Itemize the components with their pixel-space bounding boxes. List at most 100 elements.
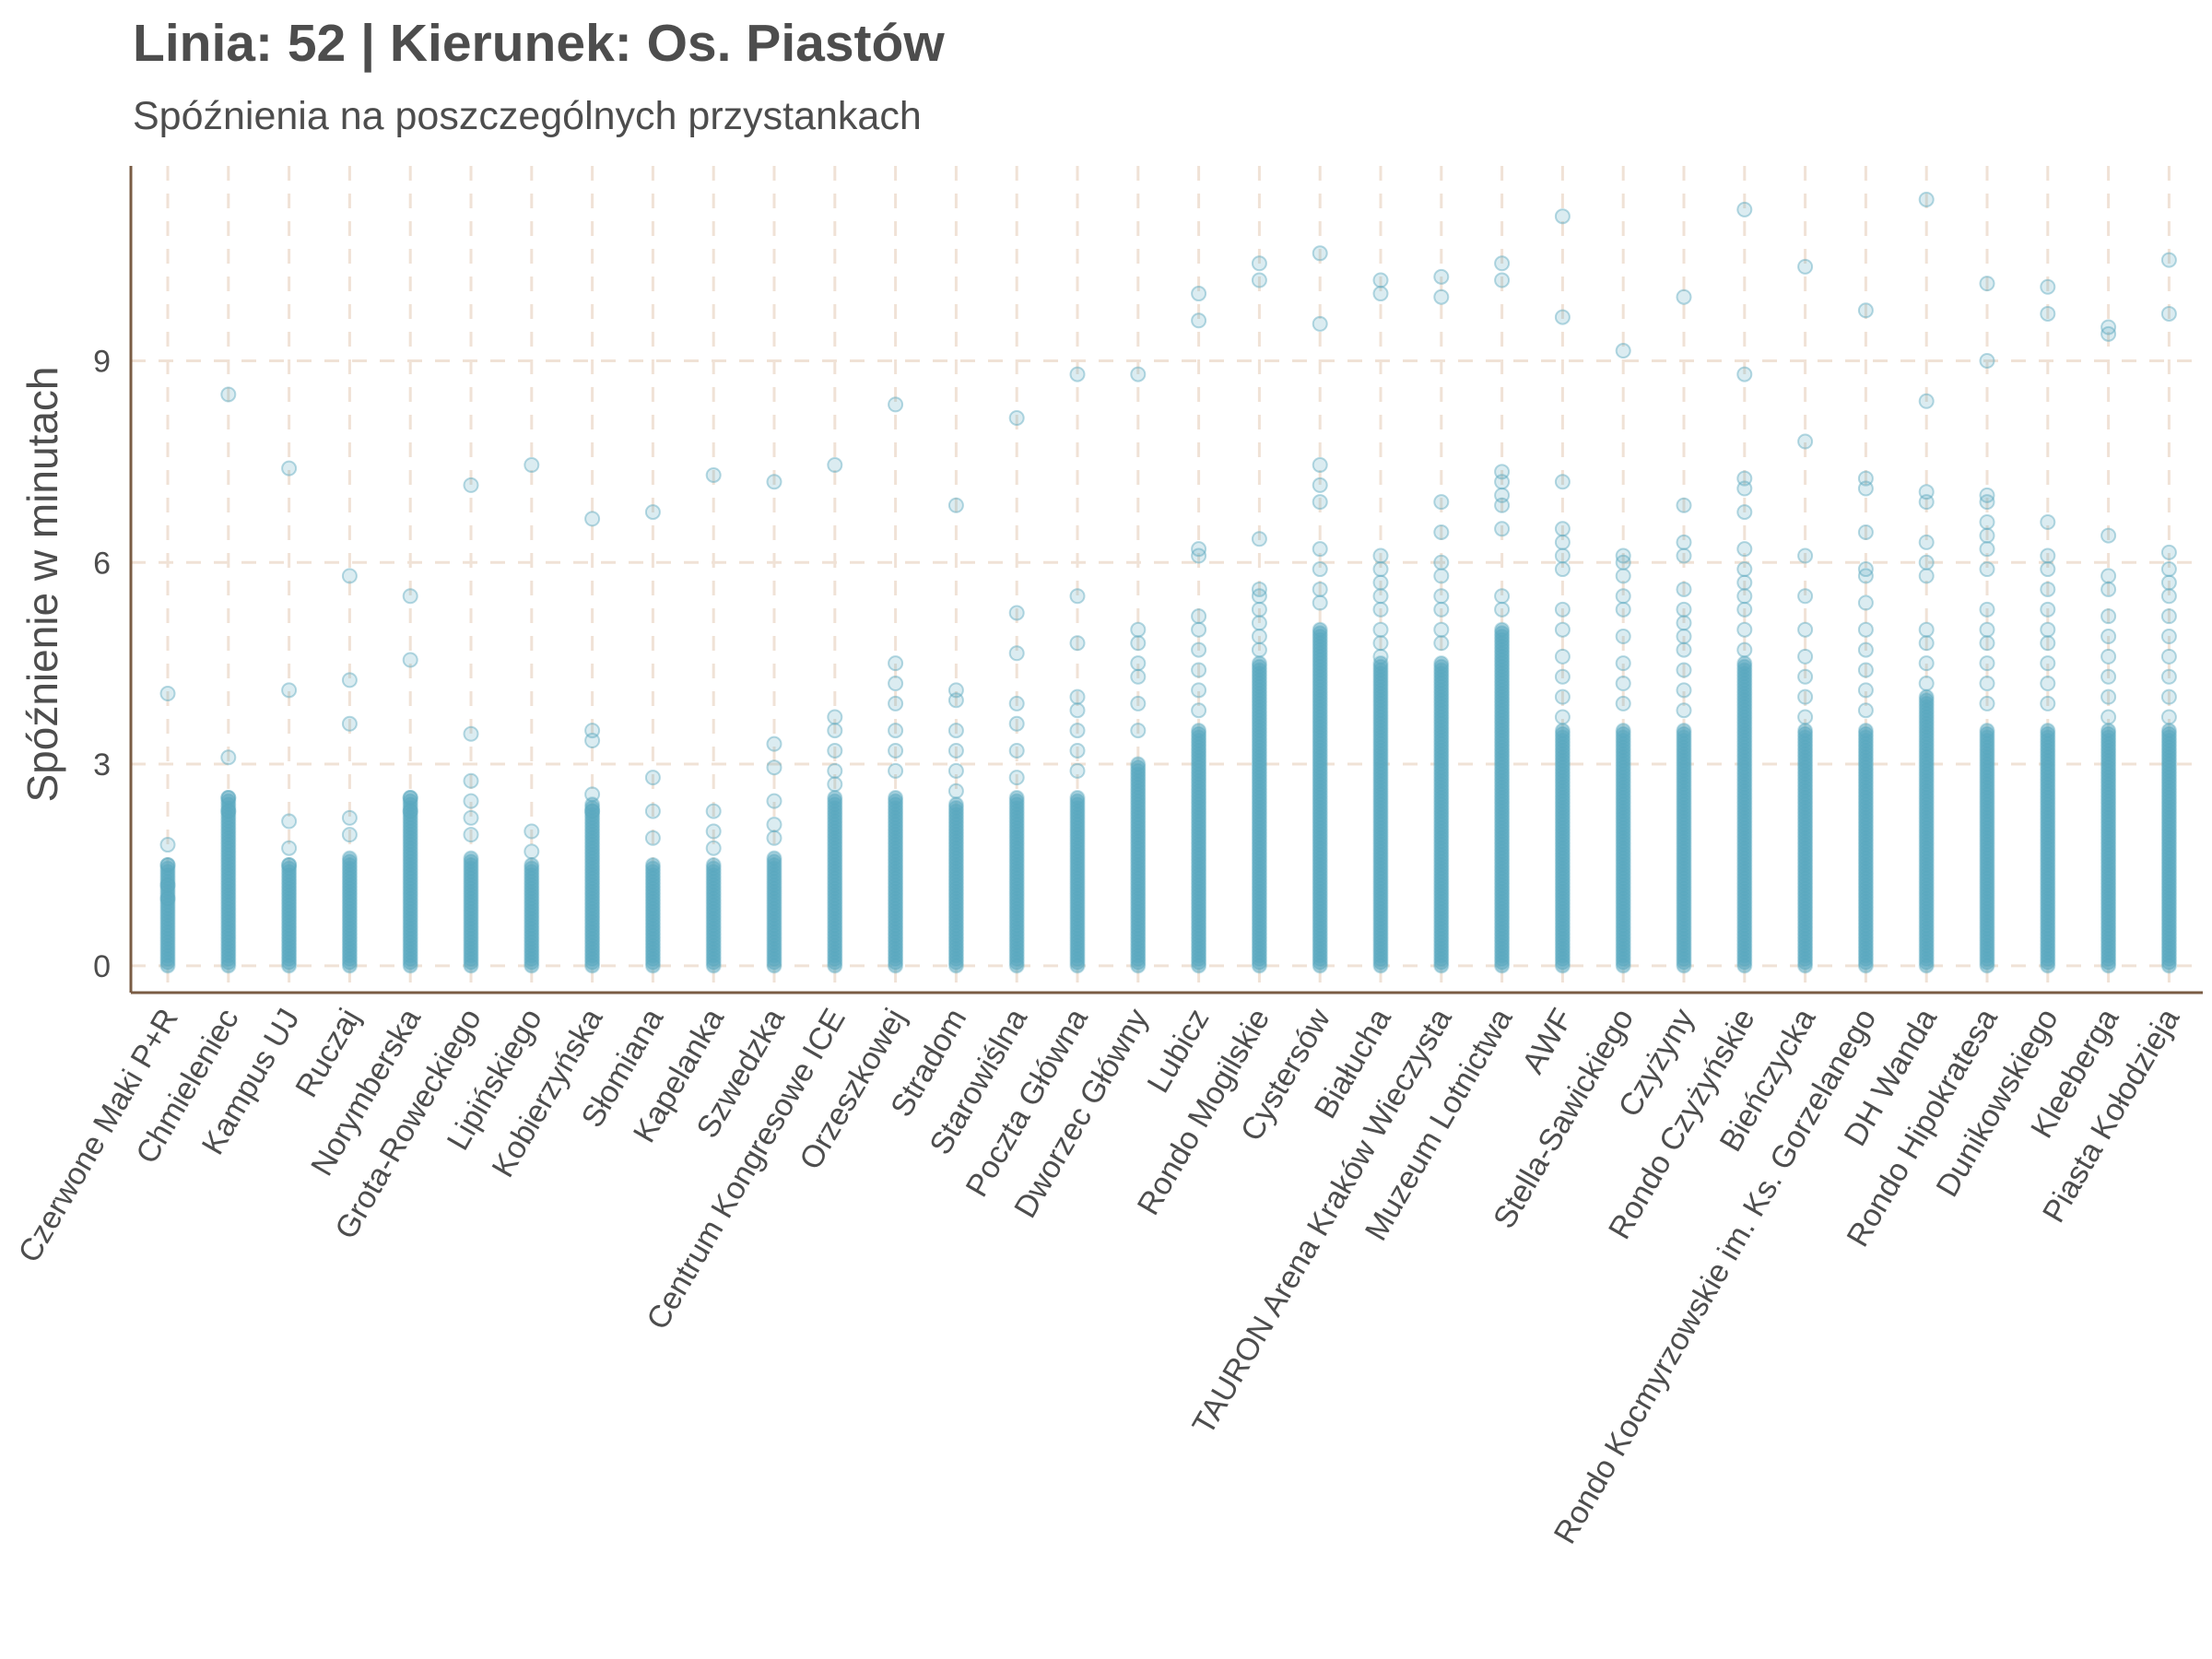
data-point-outlier bbox=[1979, 676, 1995, 692]
data-point-outlier bbox=[1554, 709, 1571, 725]
data-point-outlier bbox=[1251, 615, 1267, 631]
data-point-outlier bbox=[1494, 601, 1511, 618]
data-point-outlier bbox=[1979, 695, 1995, 712]
data-point bbox=[2100, 723, 2117, 739]
data-point-outlier bbox=[1312, 541, 1328, 558]
data-point-outlier bbox=[1979, 621, 1995, 638]
data-point-outlier bbox=[1433, 554, 1450, 571]
data-point-outlier bbox=[524, 823, 540, 840]
data-point bbox=[524, 856, 540, 873]
points-5 bbox=[463, 477, 479, 974]
data-point-outlier bbox=[402, 803, 418, 819]
data-point-outlier bbox=[2160, 709, 2177, 725]
data-point-outlier bbox=[1979, 635, 1995, 652]
data-point-outlier bbox=[1615, 588, 1631, 605]
data-point-outlier bbox=[1736, 601, 1753, 618]
data-point-outlier bbox=[2160, 544, 2177, 560]
data-point-outlier bbox=[2100, 688, 2117, 705]
data-point bbox=[463, 850, 479, 866]
data-point-outlier bbox=[827, 742, 843, 759]
points-9 bbox=[705, 466, 722, 974]
data-point bbox=[1857, 723, 1874, 739]
data-point bbox=[402, 790, 418, 806]
data-point bbox=[1918, 688, 1935, 705]
data-point-outlier bbox=[1615, 628, 1631, 644]
data-point-outlier bbox=[1554, 561, 1571, 578]
points-30 bbox=[1979, 276, 1995, 974]
data-point-outlier bbox=[2100, 668, 2117, 685]
data-point bbox=[947, 796, 964, 813]
data-point-outlier bbox=[1797, 547, 1814, 564]
data-point-outlier bbox=[281, 856, 298, 873]
data-point-outlier bbox=[2160, 648, 2177, 665]
data-point-outlier bbox=[888, 762, 904, 779]
data-point-outlier bbox=[1069, 742, 1086, 759]
data-point bbox=[1736, 655, 1753, 672]
data-point-outlier bbox=[1615, 676, 1631, 692]
data-point-outlier bbox=[1918, 534, 1935, 550]
data-point-outlier bbox=[1554, 668, 1571, 685]
data-point-outlier bbox=[2040, 676, 2056, 692]
data-point-outlier bbox=[1979, 655, 1995, 672]
data-point-outlier bbox=[1433, 268, 1450, 285]
data-point-outlier bbox=[1857, 702, 1874, 719]
data-point-outlier bbox=[1615, 601, 1631, 618]
data-point-outlier bbox=[1736, 621, 1753, 638]
y-tick-labels: 0 3 6 9 bbox=[93, 344, 111, 983]
data-point-outlier bbox=[220, 790, 237, 806]
data-point-outlier bbox=[1676, 547, 1692, 564]
data-point-outlier bbox=[1676, 601, 1692, 618]
data-point-outlier bbox=[1433, 524, 1450, 540]
data-point-outlier bbox=[1008, 695, 1025, 712]
data-point-outlier bbox=[2100, 628, 2117, 644]
data-point-outlier bbox=[705, 466, 722, 483]
data-point-outlier bbox=[2100, 608, 2117, 625]
data-point-outlier bbox=[1191, 608, 1207, 625]
data-point-outlier bbox=[1554, 688, 1571, 705]
data-point-outlier bbox=[1857, 524, 1874, 540]
data-point-outlier bbox=[1372, 635, 1389, 652]
data-point-outlier bbox=[2160, 608, 2177, 625]
data-point-outlier bbox=[1372, 574, 1389, 591]
data-point-outlier bbox=[584, 511, 601, 527]
data-point-outlier bbox=[766, 735, 782, 752]
data-point-outlier bbox=[584, 733, 601, 749]
data-point-outlier bbox=[1312, 457, 1328, 474]
data-point-outlier bbox=[1251, 641, 1267, 658]
data-point-outlier bbox=[2160, 305, 2177, 322]
data-point-outlier bbox=[1372, 286, 1389, 302]
data-point bbox=[2160, 723, 2177, 739]
data-point-outlier bbox=[220, 803, 237, 819]
data-point-outlier bbox=[1069, 762, 1086, 779]
data-point-outlier bbox=[341, 672, 358, 688]
data-point-outlier bbox=[402, 790, 418, 806]
data-point-outlier bbox=[2040, 561, 2056, 578]
data-point-outlier bbox=[1372, 588, 1389, 605]
data-point bbox=[1615, 723, 1631, 739]
data-point-outlier bbox=[827, 723, 843, 739]
data-point-outlier bbox=[1312, 594, 1328, 611]
data-point bbox=[1008, 790, 1025, 806]
data-point-outlier bbox=[1494, 497, 1511, 513]
data-point-outlier bbox=[463, 477, 479, 493]
data-point-outlier bbox=[1736, 480, 1753, 497]
data-point-outlier bbox=[1857, 480, 1874, 497]
data-point-outlier bbox=[1372, 272, 1389, 288]
data-point-outlier bbox=[1069, 723, 1086, 739]
data-point-outlier bbox=[827, 776, 843, 793]
data-point-outlier bbox=[1676, 615, 1692, 631]
data-point-outlier bbox=[1251, 581, 1267, 597]
data-point-outlier bbox=[827, 762, 843, 779]
data-point-outlier bbox=[1979, 494, 1995, 511]
data-point-outlier bbox=[1615, 554, 1631, 571]
data-point-outlier bbox=[2040, 305, 2056, 322]
data-point-outlier bbox=[341, 568, 358, 584]
data-point bbox=[2040, 723, 2056, 739]
data-point-outlier bbox=[1857, 641, 1874, 658]
data-point-outlier bbox=[1008, 645, 1025, 662]
points-7 bbox=[584, 511, 601, 974]
data-point-outlier bbox=[463, 772, 479, 789]
points-2 bbox=[281, 460, 298, 974]
data-point bbox=[766, 850, 782, 866]
